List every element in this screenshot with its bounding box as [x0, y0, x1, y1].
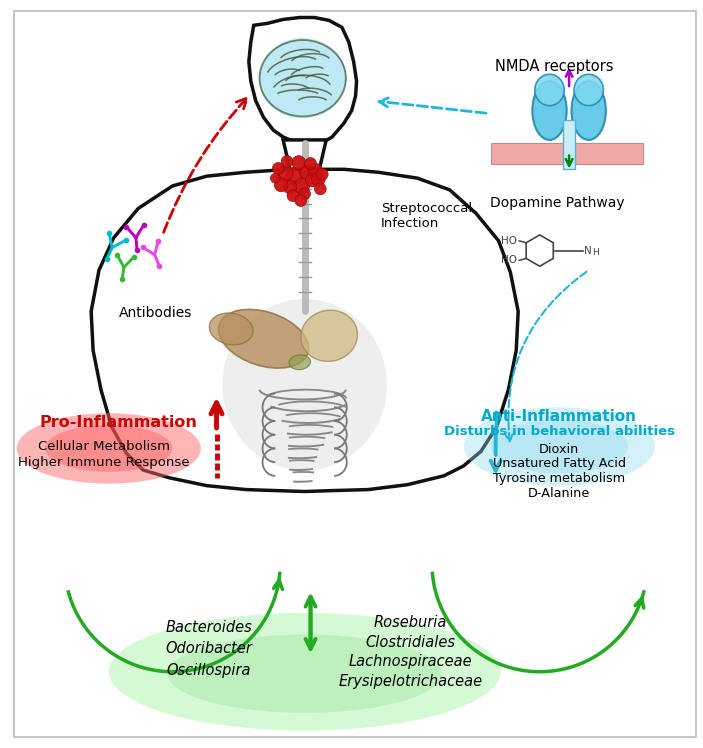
- Ellipse shape: [209, 313, 253, 345]
- Text: Roseburia: Roseburia: [374, 615, 447, 630]
- Circle shape: [283, 180, 297, 194]
- Circle shape: [304, 158, 316, 169]
- Text: NMDA receptors: NMDA receptors: [495, 58, 613, 73]
- Circle shape: [294, 178, 309, 194]
- Text: HO: HO: [501, 255, 517, 266]
- Ellipse shape: [535, 74, 565, 105]
- Ellipse shape: [532, 81, 567, 140]
- Polygon shape: [249, 17, 356, 145]
- Ellipse shape: [259, 38, 347, 118]
- Ellipse shape: [289, 355, 311, 370]
- Circle shape: [311, 172, 325, 186]
- Ellipse shape: [572, 81, 606, 140]
- Ellipse shape: [574, 74, 603, 105]
- Text: Pro-Inflammation: Pro-Inflammation: [39, 415, 198, 430]
- Circle shape: [274, 178, 288, 191]
- Ellipse shape: [464, 408, 654, 485]
- Text: Anti-Inflammation: Anti-Inflammation: [482, 409, 638, 424]
- Circle shape: [272, 162, 284, 174]
- Text: Dioxin: Dioxin: [539, 443, 579, 456]
- Ellipse shape: [45, 425, 172, 472]
- Bar: [563, 120, 575, 169]
- Text: Lachnospiraceae: Lachnospiraceae: [349, 654, 472, 669]
- Circle shape: [281, 156, 293, 168]
- Ellipse shape: [109, 613, 501, 731]
- Text: HO: HO: [501, 236, 517, 246]
- Text: Oscillospira: Oscillospira: [167, 663, 251, 678]
- Circle shape: [292, 156, 306, 169]
- Bar: [491, 143, 643, 165]
- Polygon shape: [283, 140, 326, 169]
- Text: Dopamine Pathway: Dopamine Pathway: [490, 196, 625, 209]
- Ellipse shape: [301, 310, 357, 361]
- Text: Higher Immune Response: Higher Immune Response: [18, 456, 190, 469]
- Text: Clostridiales: Clostridiales: [366, 634, 456, 649]
- Circle shape: [316, 168, 328, 180]
- Circle shape: [299, 165, 316, 180]
- Ellipse shape: [491, 420, 628, 473]
- Circle shape: [309, 163, 322, 177]
- Circle shape: [287, 190, 299, 202]
- Text: Tyrosine metabolism: Tyrosine metabolism: [494, 472, 626, 485]
- Text: N: N: [583, 245, 591, 256]
- Ellipse shape: [17, 413, 201, 484]
- Circle shape: [299, 188, 311, 200]
- Text: Streptococcal
Infection: Streptococcal Infection: [381, 202, 472, 230]
- Text: Odoribacter: Odoribacter: [165, 641, 252, 657]
- Text: D-Alanine: D-Alanine: [528, 487, 591, 500]
- Ellipse shape: [167, 634, 441, 713]
- Circle shape: [314, 183, 326, 194]
- Circle shape: [295, 194, 307, 206]
- Circle shape: [277, 165, 293, 181]
- Text: H: H: [593, 248, 600, 257]
- Circle shape: [286, 168, 304, 185]
- Ellipse shape: [219, 310, 309, 368]
- Circle shape: [271, 174, 280, 183]
- Text: Bacteroides: Bacteroides: [165, 620, 252, 635]
- Text: Erysipelotrichaceae: Erysipelotrichaceae: [338, 674, 482, 689]
- Text: Cellular Metabolism: Cellular Metabolism: [38, 440, 170, 453]
- Polygon shape: [91, 169, 518, 491]
- Text: Antibodies: Antibodies: [119, 307, 193, 320]
- Ellipse shape: [222, 299, 387, 470]
- Text: Unsatured Fatty Acid: Unsatured Fatty Acid: [493, 457, 626, 470]
- Text: Disturbs in behavioral abilities: Disturbs in behavioral abilities: [444, 425, 675, 438]
- Circle shape: [306, 174, 319, 187]
